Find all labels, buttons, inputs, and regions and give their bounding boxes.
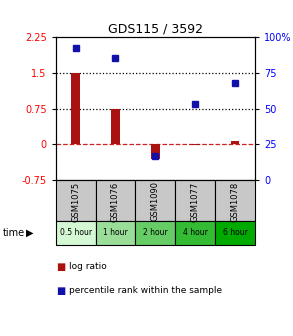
Text: 4 hour: 4 hour bbox=[183, 228, 207, 238]
Text: GSM1075: GSM1075 bbox=[71, 181, 80, 222]
Text: ▶: ▶ bbox=[25, 228, 33, 238]
Text: 1 hour: 1 hour bbox=[103, 228, 128, 238]
Text: GSM1076: GSM1076 bbox=[111, 181, 120, 222]
Text: log ratio: log ratio bbox=[69, 262, 107, 271]
Text: 0.5 hour: 0.5 hour bbox=[59, 228, 92, 238]
Bar bbox=[215, 220, 255, 245]
Bar bbox=[56, 180, 96, 220]
Text: time: time bbox=[3, 228, 25, 238]
Text: ■: ■ bbox=[56, 286, 65, 296]
Text: GSM1078: GSM1078 bbox=[231, 181, 239, 222]
Bar bbox=[151, 144, 160, 159]
Bar bbox=[56, 220, 96, 245]
Bar bbox=[111, 109, 120, 144]
Bar bbox=[191, 144, 200, 145]
Text: percentile rank within the sample: percentile rank within the sample bbox=[69, 286, 222, 295]
Bar bbox=[175, 180, 215, 220]
Title: GDS115 / 3592: GDS115 / 3592 bbox=[108, 23, 203, 36]
Bar bbox=[71, 73, 80, 144]
Text: 2 hour: 2 hour bbox=[143, 228, 168, 238]
Bar bbox=[96, 220, 135, 245]
Bar bbox=[175, 220, 215, 245]
Bar bbox=[135, 180, 175, 220]
Bar bbox=[231, 141, 239, 144]
Text: 6 hour: 6 hour bbox=[223, 228, 247, 238]
Text: ■: ■ bbox=[56, 262, 65, 272]
Text: GSM1077: GSM1077 bbox=[191, 181, 200, 222]
Bar bbox=[215, 180, 255, 220]
Bar bbox=[135, 220, 175, 245]
Bar bbox=[96, 180, 135, 220]
Text: GSM1090: GSM1090 bbox=[151, 181, 160, 221]
